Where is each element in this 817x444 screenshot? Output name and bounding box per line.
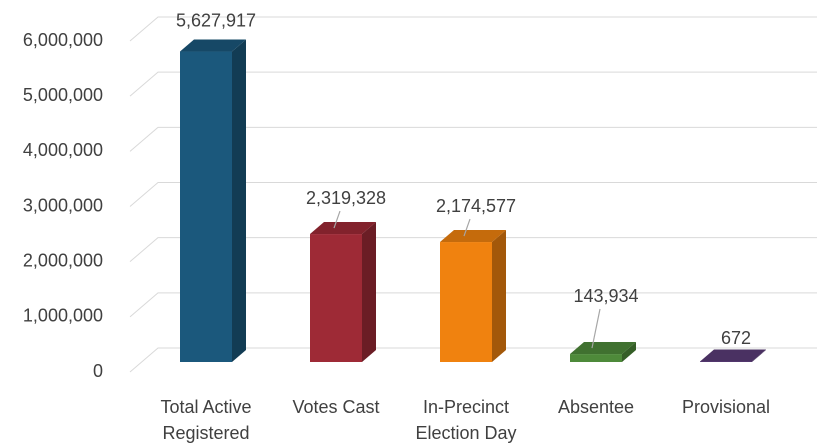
y-tick-label: 6,000,000 <box>23 30 103 50</box>
x-tick-label: In-Precinct <box>423 397 509 417</box>
bar-front <box>440 242 492 362</box>
grid-line <box>129 71 817 97</box>
y-tick-label: 4,000,000 <box>23 140 103 160</box>
data-label: 672 <box>721 328 751 348</box>
x-tick-label: Votes Cast <box>292 397 379 417</box>
bar-front <box>570 354 622 362</box>
bar <box>570 342 636 362</box>
bar <box>180 39 246 362</box>
leader-line <box>333 210 341 229</box>
bar-front <box>310 234 362 362</box>
grid-line <box>129 292 817 318</box>
bar-side <box>492 230 506 362</box>
y-tick-label: 1,000,000 <box>23 306 103 326</box>
x-tick-label: Total Active <box>160 397 251 417</box>
y-tick-label: 0 <box>93 361 103 381</box>
bar <box>700 349 766 362</box>
bar-top <box>700 349 766 362</box>
leader-line <box>591 308 601 349</box>
grid-line <box>129 237 817 263</box>
bar-top <box>570 342 636 355</box>
bar-top <box>440 230 506 243</box>
bar-front <box>180 51 232 362</box>
y-tick-label: 3,000,000 <box>23 195 103 215</box>
leader-line <box>463 218 471 237</box>
bar-top <box>180 39 246 52</box>
bar <box>440 230 506 362</box>
x-tick-label: Registered <box>162 423 249 443</box>
bar-top <box>310 222 376 235</box>
grid-line <box>129 182 817 207</box>
bar-side <box>362 222 376 362</box>
x-tick-label: Provisional <box>682 397 770 417</box>
data-label: 2,174,577 <box>436 196 516 216</box>
y-tick-label: 2,000,000 <box>23 250 103 270</box>
grid-line <box>129 16 817 42</box>
y-tick-label: 5,000,000 <box>23 85 103 105</box>
bar-side <box>622 342 636 362</box>
bar-side <box>232 39 246 362</box>
x-tick-label: Election Day <box>415 423 516 443</box>
bar-side <box>752 349 766 362</box>
x-tick-label: Absentee <box>558 397 634 417</box>
bar <box>310 222 376 362</box>
grid-line <box>129 126 817 152</box>
bar-front <box>700 361 752 362</box>
data-label: 5,627,917 <box>176 10 256 30</box>
data-label: 143,934 <box>573 286 638 306</box>
data-label: 2,319,328 <box>306 188 386 208</box>
